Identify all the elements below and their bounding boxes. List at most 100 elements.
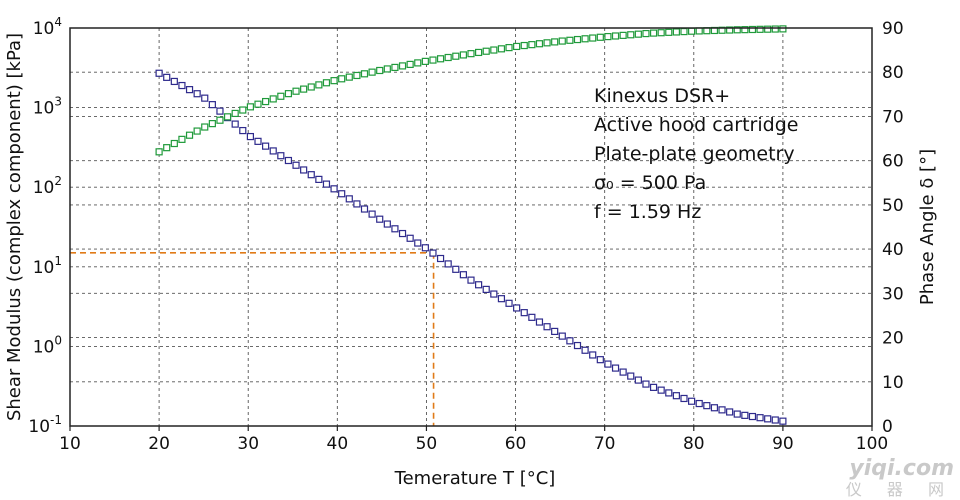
data-point bbox=[573, 341, 582, 350]
data-point bbox=[459, 271, 467, 279]
data-point bbox=[573, 35, 582, 44]
data-point bbox=[239, 126, 247, 135]
x-tick-label: 80 bbox=[683, 434, 705, 454]
data-point bbox=[315, 81, 323, 89]
x-tick-label: 70 bbox=[594, 434, 616, 454]
data-point bbox=[459, 51, 467, 59]
data-point bbox=[300, 166, 308, 174]
data-point bbox=[398, 229, 407, 238]
data-point bbox=[535, 40, 544, 48]
data-point bbox=[467, 276, 475, 284]
y-tick-label: 102 bbox=[33, 174, 62, 198]
annotation-line-1: Kinexus DSR+ bbox=[594, 85, 730, 107]
data-point bbox=[490, 290, 498, 298]
data-point bbox=[733, 410, 741, 418]
data-point bbox=[589, 34, 597, 42]
data-point bbox=[414, 239, 422, 247]
data-point bbox=[163, 73, 171, 81]
data-point bbox=[764, 25, 772, 33]
data-point bbox=[452, 52, 460, 60]
data-point bbox=[475, 48, 483, 57]
data-point bbox=[277, 152, 285, 160]
data-point bbox=[551, 327, 559, 336]
data-point bbox=[680, 394, 688, 403]
data-point bbox=[642, 29, 650, 38]
data-point bbox=[376, 215, 384, 223]
data-point bbox=[490, 46, 498, 54]
plot-frame bbox=[69, 27, 873, 427]
data-point bbox=[262, 97, 270, 106]
data-point bbox=[185, 131, 194, 139]
data-point bbox=[627, 31, 635, 39]
data-point bbox=[216, 107, 224, 115]
data-point bbox=[452, 265, 460, 273]
data-point bbox=[284, 90, 293, 98]
data-point bbox=[611, 32, 620, 40]
x-tick-labels: 10 20 30 40 50 60 70 80 90 100 bbox=[59, 426, 888, 454]
data-point bbox=[566, 36, 574, 44]
y2-axis-label: Phase Angle δ [°] bbox=[917, 149, 938, 305]
x-tick-label: 50 bbox=[416, 434, 438, 454]
data-point bbox=[733, 26, 741, 34]
data-point bbox=[680, 27, 688, 36]
data-point bbox=[642, 380, 650, 388]
annotation-box: Kinexus DSR+ Active hood cartridge Plate… bbox=[594, 85, 798, 223]
data-point bbox=[505, 299, 513, 307]
y2-tick-label: 20 bbox=[882, 329, 904, 349]
data-point bbox=[611, 364, 620, 372]
data-point bbox=[436, 55, 445, 63]
data-point bbox=[383, 220, 391, 228]
data-point bbox=[718, 406, 726, 414]
data-point bbox=[482, 47, 490, 55]
data-point bbox=[414, 59, 422, 67]
data-point bbox=[505, 44, 513, 52]
data-point bbox=[345, 73, 353, 81]
x-tick-label: 40 bbox=[327, 434, 349, 454]
data-point bbox=[178, 81, 186, 90]
data-point bbox=[330, 185, 338, 193]
data-point bbox=[475, 281, 483, 289]
data-point bbox=[779, 417, 787, 425]
data-point bbox=[170, 139, 178, 148]
data-point bbox=[376, 66, 384, 75]
data-point bbox=[497, 295, 506, 303]
reference-lines bbox=[70, 251, 435, 426]
watermark-line-2: 仪 器 网 bbox=[845, 480, 954, 499]
data-point bbox=[360, 70, 369, 78]
data-point bbox=[520, 41, 528, 50]
data-point bbox=[535, 318, 544, 326]
data-point bbox=[619, 368, 627, 376]
data-point bbox=[322, 180, 331, 188]
data-point bbox=[322, 79, 331, 87]
x-axis-label: Temerature T [°C] bbox=[394, 468, 556, 489]
data-point bbox=[649, 383, 658, 391]
data-point bbox=[756, 25, 764, 33]
data-point bbox=[558, 332, 566, 340]
y-tick-label: 10-1 bbox=[28, 413, 62, 437]
annotation-line-3: Plate-plate geometry bbox=[594, 143, 795, 165]
data-point bbox=[748, 25, 757, 34]
data-point bbox=[436, 254, 445, 263]
data-point bbox=[353, 71, 361, 80]
y2-tick-label: 0 bbox=[882, 417, 893, 437]
data-point bbox=[513, 42, 521, 51]
data-point bbox=[277, 92, 285, 100]
data-point bbox=[604, 32, 612, 41]
y-tick-label: 100 bbox=[33, 333, 62, 357]
data-point bbox=[391, 225, 399, 233]
data-point bbox=[604, 360, 612, 368]
annotation-line-2: Active hood cartridge bbox=[594, 114, 798, 136]
data-point bbox=[741, 26, 749, 34]
data-point bbox=[444, 260, 452, 268]
watermark: yiqi.com 仪 器 网 bbox=[846, 458, 954, 498]
x-tick-label: 100 bbox=[856, 434, 888, 454]
annotation-line-4: σ₀ = 500 Pa bbox=[594, 172, 706, 194]
data-point bbox=[216, 116, 224, 124]
data-point bbox=[688, 27, 696, 35]
data-point bbox=[208, 120, 216, 128]
data-point bbox=[779, 25, 787, 33]
data-point bbox=[246, 132, 254, 141]
series-phase-angle bbox=[155, 25, 787, 156]
data-point bbox=[467, 50, 475, 58]
